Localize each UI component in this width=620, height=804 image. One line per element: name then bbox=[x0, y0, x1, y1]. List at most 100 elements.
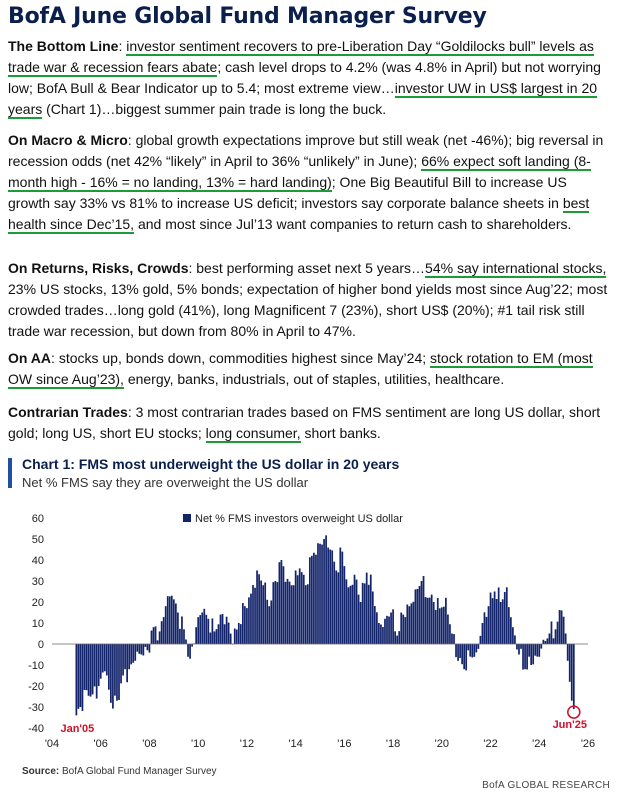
chart-bar bbox=[114, 644, 116, 696]
chart-bar bbox=[363, 583, 366, 644]
chart-bar bbox=[493, 591, 496, 644]
x-tick-label: '20 bbox=[435, 738, 449, 750]
chart-bar bbox=[392, 609, 394, 644]
chart-bar bbox=[361, 582, 364, 644]
chart-bar bbox=[418, 586, 421, 644]
chart-bar bbox=[138, 644, 141, 654]
chart-bar bbox=[516, 644, 518, 650]
y-tick-label: 10 bbox=[32, 618, 44, 630]
chart-bar bbox=[164, 606, 167, 644]
chart-bar bbox=[179, 628, 181, 644]
chart-bar bbox=[479, 635, 482, 644]
chart-bar bbox=[258, 574, 260, 644]
chart-bar bbox=[384, 618, 386, 644]
chart-bar bbox=[99, 644, 102, 679]
chart-bar bbox=[120, 644, 122, 684]
chart-bar bbox=[221, 613, 224, 644]
chart-bar bbox=[548, 633, 551, 644]
chart-bar bbox=[116, 644, 118, 701]
chart-bar bbox=[272, 582, 275, 644]
bottom-line-sep: : bbox=[118, 38, 127, 54]
chart-bar bbox=[142, 644, 145, 656]
chart-bar bbox=[550, 621, 553, 644]
macro-text-3: and most since Jul’13 want companies to … bbox=[134, 216, 572, 232]
chart-bar bbox=[536, 644, 539, 657]
chart-bar bbox=[292, 585, 295, 644]
chart-bar bbox=[469, 644, 472, 657]
chart-bar bbox=[544, 640, 547, 644]
chart-bar bbox=[347, 587, 350, 644]
macro-highlight-2: best health since Dec’15, bbox=[8, 195, 590, 234]
chart-bar bbox=[568, 644, 571, 682]
chart-bar bbox=[333, 561, 336, 644]
chart-bar bbox=[250, 593, 252, 644]
x-tick-label: '06 bbox=[94, 738, 108, 750]
chart-bar bbox=[345, 579, 348, 644]
chart-bar bbox=[343, 566, 346, 644]
bottom-line-text-1: ; cash level drops to 4.2% (was 4.8% in … bbox=[8, 59, 601, 96]
chart-bar bbox=[505, 587, 508, 644]
chart-bar bbox=[436, 598, 439, 644]
aa-text-2: energy, banks, industrials, out of stapl… bbox=[123, 371, 505, 387]
chart-bar bbox=[323, 539, 325, 644]
chart-bar bbox=[416, 588, 419, 644]
chart-bar bbox=[286, 578, 289, 644]
chart-bar bbox=[252, 585, 254, 644]
chart-bar bbox=[156, 640, 159, 644]
chart-bar bbox=[302, 574, 305, 644]
chart-bar bbox=[308, 557, 311, 644]
chart-bar bbox=[97, 644, 100, 686]
chart-bar bbox=[359, 602, 362, 644]
chart-bar bbox=[266, 599, 269, 644]
chart-accent-bar bbox=[8, 458, 12, 488]
y-tick-label: 40 bbox=[32, 555, 44, 567]
x-tick-label: '14 bbox=[288, 738, 302, 750]
chart-bar bbox=[558, 609, 561, 644]
chart-bar bbox=[509, 617, 512, 644]
chart-bar bbox=[341, 551, 344, 644]
chart-bar bbox=[534, 644, 537, 656]
chart-bar bbox=[489, 592, 492, 644]
chart-bar bbox=[315, 554, 317, 644]
chart-bar bbox=[371, 591, 374, 644]
chart-bar bbox=[201, 612, 204, 644]
contrarian-text-1: : 3 most contrarian trades based on FMS … bbox=[8, 404, 601, 441]
y-tick-label: -20 bbox=[28, 681, 44, 693]
chart-bar bbox=[321, 544, 323, 644]
chart-bar bbox=[183, 629, 185, 644]
chart-bar bbox=[357, 594, 360, 644]
y-tick-label: 20 bbox=[32, 597, 44, 609]
chart-bar bbox=[473, 644, 476, 657]
chart-bar bbox=[124, 644, 126, 670]
chart-bar bbox=[223, 624, 226, 644]
chart-bar bbox=[337, 572, 340, 644]
chart-bar bbox=[349, 585, 352, 644]
fms-usd-chart: -40 -30 -20 -10 0 10 20 30 40 50 60 '04 '06 '08 '10 '12… bbox=[28, 513, 595, 750]
returns-paragraph: On Returns, Risks, Crowds: best performi… bbox=[8, 258, 612, 342]
chart-bar bbox=[290, 585, 293, 644]
chart-bar bbox=[388, 616, 390, 644]
chart-bar bbox=[378, 623, 380, 644]
chart-bar bbox=[465, 644, 468, 671]
chart-bar bbox=[540, 644, 543, 649]
aa-highlight-1: stock rotation to EM (most OW since Aug’… bbox=[8, 350, 593, 389]
chart-bar bbox=[520, 644, 522, 649]
chart-bar bbox=[195, 627, 198, 644]
chart-bar bbox=[294, 570, 297, 644]
chart-bar bbox=[426, 597, 429, 644]
bottom-line-paragraph: The Bottom Line: investor sentiment reco… bbox=[8, 36, 612, 120]
x-tick-label: '10 bbox=[191, 738, 205, 750]
chart-bar bbox=[152, 627, 155, 644]
source-label: Source: bbox=[22, 766, 60, 777]
chart-bar bbox=[461, 644, 463, 665]
chart-bar bbox=[215, 629, 218, 644]
chart-bar bbox=[150, 630, 153, 644]
chart-bar bbox=[457, 644, 459, 661]
chart-bar bbox=[311, 555, 313, 644]
chart-bar bbox=[546, 638, 549, 644]
chart-bar bbox=[239, 624, 242, 644]
y-tick-label: -10 bbox=[28, 660, 44, 672]
chart-bar bbox=[128, 644, 131, 670]
chart-bar bbox=[298, 568, 301, 644]
chart-bar bbox=[459, 644, 461, 659]
